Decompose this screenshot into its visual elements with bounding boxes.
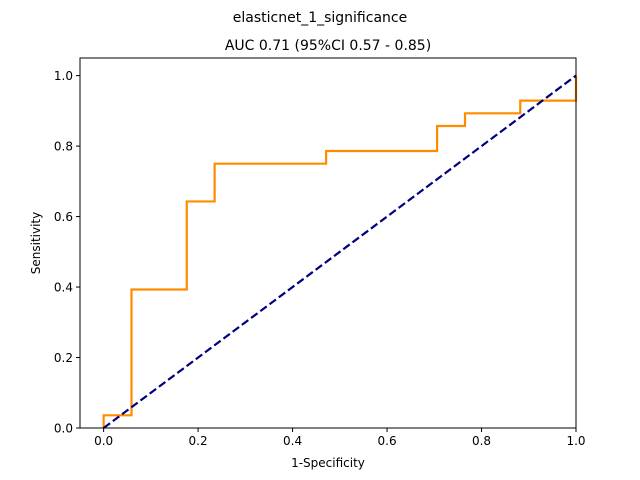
y-tick-label: 1.0: [54, 69, 73, 83]
axes-frame: [79, 57, 577, 429]
x-tick-label: 0.0: [94, 434, 113, 448]
figure-suptitle: elasticnet_1_significance: [233, 10, 407, 26]
x-tick-label: 1.0: [566, 434, 585, 448]
chart-title: AUC 0.71 (95%CI 0.57 - 0.85): [225, 38, 431, 54]
x-axis-label: 1-Specificity: [291, 456, 365, 470]
plot-area: [102, 74, 578, 429]
axis-ticks: 0.0 0.2 0.4 0.6 0.8 1.0 0.0 0.2 0.4 0.6 0.8 1.0: [54, 69, 586, 448]
y-tick-label: 0.0: [54, 422, 73, 436]
x-tick-label: 0.4: [283, 434, 302, 448]
y-tick-label: 0.4: [54, 281, 73, 295]
x-tick-label: 0.6: [378, 434, 397, 448]
chance-diagonal-line: [102, 74, 577, 429]
y-axis-label: Sensitivity: [29, 212, 43, 274]
y-tick-label: 0.8: [54, 140, 73, 154]
roc-curve-line: [102, 75, 578, 428]
x-tick-label: 0.8: [472, 434, 491, 448]
x-tick-label: 0.2: [189, 434, 208, 448]
y-tick-label: 0.6: [54, 210, 73, 224]
y-tick-label: 0.2: [54, 351, 73, 365]
